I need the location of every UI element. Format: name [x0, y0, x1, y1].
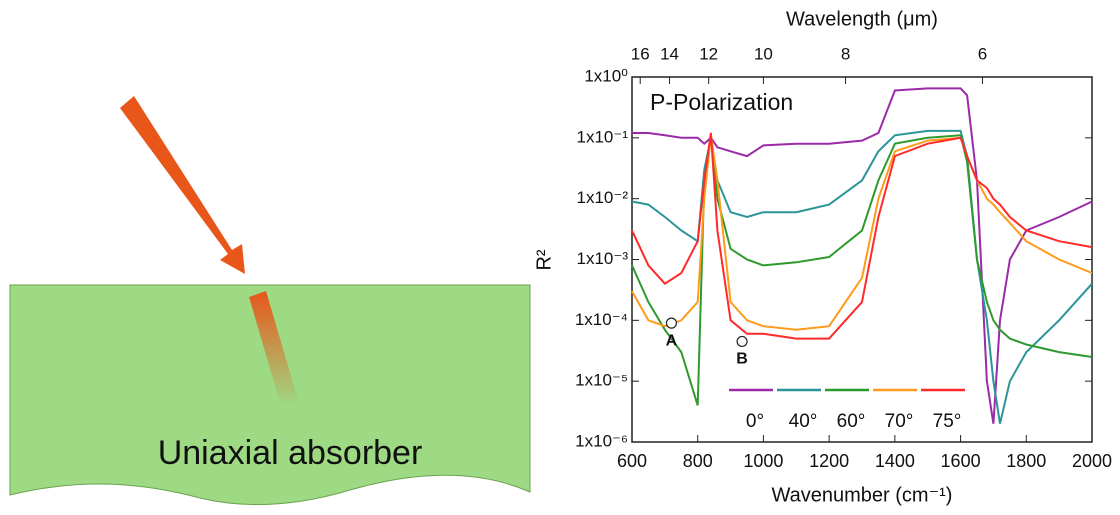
annotation-point — [736, 335, 748, 348]
legend-label: 0° — [746, 411, 764, 432]
y-tick-label: 1x10⁻¹ — [577, 127, 629, 146]
series-line — [631, 132, 1093, 340]
x-axis-title: Wavenumber (cm⁻¹) — [772, 484, 953, 506]
y-tick-label: 1x10⁻⁵ — [575, 371, 628, 390]
x-tick-label: 1600 — [941, 451, 981, 471]
y-tick-label: 1x10⁰ — [584, 66, 628, 85]
legend-label: 75° — [933, 411, 962, 432]
x-tick-label: 1200 — [809, 451, 849, 471]
x-tick-label: 1400 — [875, 451, 915, 471]
x-tick-label: 2000 — [1072, 451, 1112, 471]
y-tick-label: 1x10⁻³ — [577, 249, 629, 268]
chart: Wavelength (μm) Wavenumber (cm⁻¹) R² 600… — [533, 8, 1112, 506]
x2-tick-label: 6 — [978, 44, 987, 63]
x-tick-label: 1800 — [1006, 451, 1046, 471]
legend-label: 70° — [885, 411, 914, 432]
annotation-label: B — [736, 351, 748, 368]
diagram-label: Uniaxial absorber — [158, 434, 423, 472]
x2-tick-label: 16 — [631, 44, 650, 63]
y-axis-title: R² — [533, 249, 555, 270]
y-tick-label: 1x10⁻² — [577, 188, 629, 207]
annotation-label: A — [666, 332, 678, 349]
annotation-point — [665, 317, 678, 329]
x-tick-label: 1000 — [743, 451, 783, 471]
x2-tick-label: 14 — [660, 44, 679, 63]
annotation: P-Polarization — [650, 89, 793, 115]
y-tick-label: 1x10⁻⁴ — [575, 310, 628, 329]
x-tick-label: 800 — [683, 451, 713, 471]
absorber-slab — [9, 284, 531, 506]
x2-tick-label: 12 — [699, 44, 718, 63]
refracted-beam — [249, 291, 298, 406]
x2-tick-label: 8 — [841, 44, 850, 63]
diagram: Uniaxial absorber — [9, 96, 531, 506]
legend-label: 40° — [789, 411, 818, 432]
x2-tick-label: 10 — [754, 44, 773, 63]
series-line — [631, 135, 1093, 331]
series-line — [632, 87, 1093, 424]
legend-label: 60° — [837, 411, 866, 432]
x-tick-label: 600 — [617, 451, 647, 471]
incident-arrow — [120, 96, 245, 274]
series-line — [631, 134, 1093, 406]
x2-axis-title: Wavelength (μm) — [786, 8, 938, 30]
y-tick-label: 1x10⁻⁶ — [575, 431, 628, 450]
